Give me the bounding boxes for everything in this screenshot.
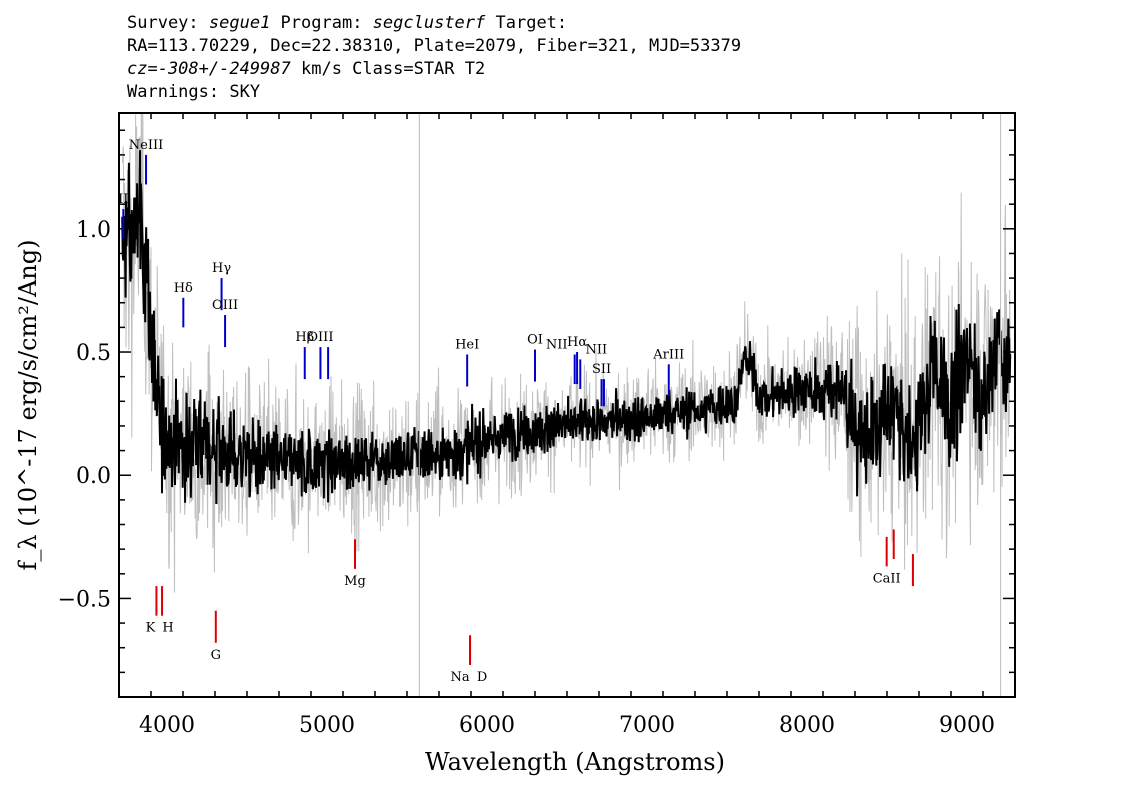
x-tick-label: 9000 <box>939 713 995 738</box>
x-tick-label: 8000 <box>779 713 835 738</box>
emission-line-label: SII <box>592 362 611 377</box>
y-tick-label: −0.5 <box>58 587 111 612</box>
absorption-line-label: H <box>162 621 173 636</box>
emission-line-label: Hδ <box>174 281 193 296</box>
emission-line-label: II <box>118 192 128 207</box>
header-line-4: Warnings: SKY <box>127 82 261 102</box>
y-tick-label: 1.0 <box>76 218 111 243</box>
emission-line-label: Hβ <box>295 330 314 345</box>
header-line-3: cz=-308+/-249987 km/s Class=STAR T2 <box>127 58 741 81</box>
x-tick-label: 6000 <box>459 713 515 738</box>
emission-line-label: OIII <box>307 330 333 345</box>
class-value: km/s Class=STAR T2 <box>290 59 486 79</box>
y-tick-label: 0.0 <box>76 464 111 489</box>
x-tick-label: 7000 <box>619 713 675 738</box>
absorption-line-label: D <box>477 670 487 685</box>
emission-line-label: NeIII <box>129 138 163 153</box>
absorption-line-label: K <box>146 621 156 636</box>
flux-spectrum-line <box>121 150 1012 505</box>
survey-value: segue1 <box>208 13 271 33</box>
absorption-line-label: Mg <box>344 574 366 589</box>
program-label: Program: <box>270 13 373 33</box>
emission-line-label: HeI <box>455 337 479 352</box>
absorption-line-label: Na <box>450 670 469 685</box>
y-axis-title: f_λ (10^-17 erg/s/cm²/Ang) <box>14 240 42 571</box>
emission-line-label: OIII <box>212 298 238 313</box>
target-label: Target: <box>485 13 568 33</box>
x-tick-label: 5000 <box>299 713 355 738</box>
error-spectrum-line <box>121 113 1011 593</box>
emission-line-label: NII <box>585 342 607 357</box>
program-value: segclusterf <box>372 13 486 33</box>
emission-line-label: OI <box>527 333 543 348</box>
emission-line-label: Hα <box>567 335 587 350</box>
emission-line-label: Hγ <box>212 261 231 276</box>
y-tick-label: 0.5 <box>76 341 111 366</box>
x-axis-title: Wavelength (Angstroms) <box>425 748 725 776</box>
x-tick-label: 4000 <box>139 713 195 738</box>
redshift-value: cz=-308+/-249987 <box>127 59 291 79</box>
absorption-line-label: CaII <box>873 571 901 586</box>
header-line-2: RA=113.70229, Dec=22.38310, Plate=2079, … <box>127 36 742 56</box>
emission-line-label: ArIII <box>652 347 684 362</box>
survey-label: Survey: <box>127 13 209 33</box>
header-line-1: Survey: segue1 Program: segclusterf Targ… <box>127 12 741 35</box>
absorption-line-label: G <box>211 648 221 663</box>
emission-line-label: NII <box>546 337 568 352</box>
spectrum-header: Survey: segue1 Program: segclusterf Targ… <box>127 12 741 104</box>
